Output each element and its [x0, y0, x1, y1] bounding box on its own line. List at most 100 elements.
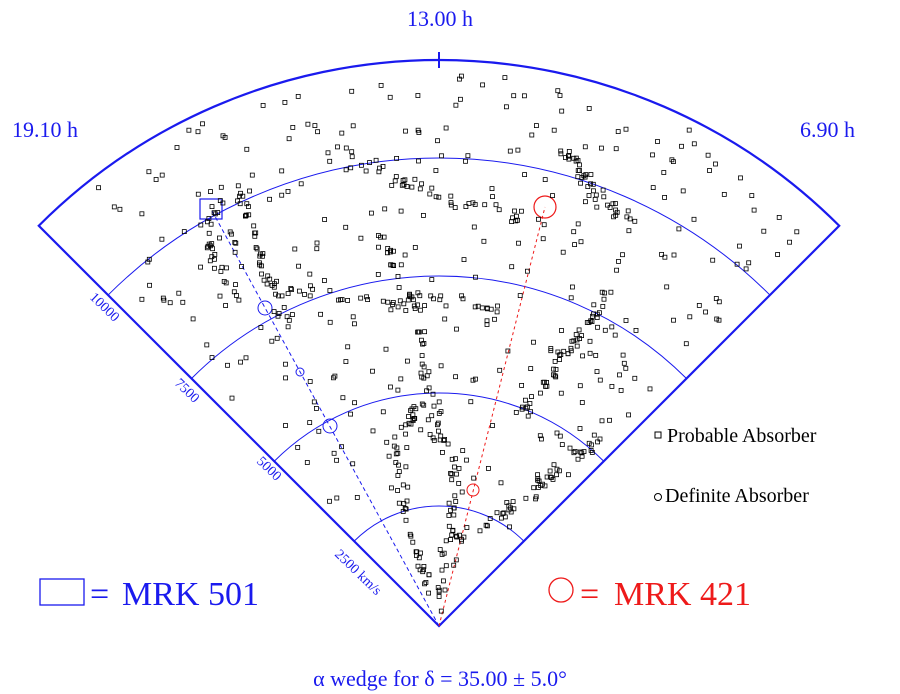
galaxy-point	[473, 274, 478, 280]
galaxy-point	[705, 152, 711, 158]
galaxy-point	[327, 288, 333, 294]
galaxy-point	[295, 94, 301, 99]
galaxy-point	[247, 188, 253, 194]
galaxy-point	[551, 462, 557, 468]
galaxy-point	[325, 150, 331, 156]
definite-absorber-legend-icon	[654, 493, 662, 501]
galaxy-point	[599, 145, 604, 151]
galaxy-point	[436, 594, 442, 599]
galaxy-point	[307, 271, 313, 277]
galaxy-point	[204, 342, 210, 348]
galaxy-point	[433, 194, 439, 200]
galaxy-point	[576, 327, 582, 333]
galaxy-point	[554, 472, 559, 478]
galaxy-point	[615, 129, 621, 135]
galaxy-point	[529, 132, 535, 138]
mrk501-equals: =	[90, 576, 109, 613]
probable-absorber-legend-icon	[654, 431, 662, 439]
galaxy-point	[522, 172, 527, 178]
galaxy-point	[541, 222, 547, 228]
galaxy-point	[426, 572, 432, 578]
galaxy-point	[331, 450, 337, 456]
galaxy-point	[588, 447, 594, 453]
galaxy-point	[403, 422, 409, 428]
galaxy-point	[555, 88, 561, 94]
galaxy-point	[511, 506, 517, 512]
galaxy-point	[416, 130, 422, 135]
galaxy-point	[570, 284, 575, 290]
galaxy-point	[176, 290, 182, 296]
galaxy-point	[443, 303, 449, 309]
galaxy-point	[445, 441, 451, 447]
galaxy-point	[315, 129, 321, 135]
galaxy-point	[448, 193, 454, 199]
galaxy-point	[588, 172, 594, 177]
galaxy-point	[573, 332, 579, 337]
galaxy-point	[511, 93, 517, 99]
galaxy-point	[517, 293, 523, 299]
galaxy-point	[595, 324, 600, 330]
galaxy-point	[415, 93, 421, 98]
galaxy-point	[205, 219, 210, 225]
galaxy-point	[497, 367, 503, 373]
galaxy-point	[408, 533, 414, 539]
galaxy-point	[383, 346, 389, 352]
galaxy-point	[292, 246, 298, 252]
galaxy-point	[307, 420, 313, 426]
galaxy-point	[327, 158, 333, 164]
galaxy-point	[96, 185, 101, 191]
galaxy-point	[208, 189, 213, 195]
galaxy-point	[225, 362, 230, 368]
galaxy-point	[403, 431, 409, 437]
galaxy-point	[252, 233, 258, 239]
galaxy-point	[577, 168, 582, 174]
galaxy-point	[433, 168, 439, 173]
galaxy-point	[488, 306, 494, 312]
galaxy-point	[339, 444, 345, 450]
galaxy-point	[205, 243, 211, 249]
galaxy-point	[737, 243, 742, 249]
galaxy-point	[647, 386, 653, 392]
mrk421-sightline	[438, 206, 546, 627]
galaxy-point	[579, 450, 585, 456]
galaxy-point	[479, 305, 485, 311]
galaxy-point	[217, 235, 222, 241]
galaxy-point	[283, 361, 288, 367]
galaxy-point	[222, 134, 228, 140]
galaxy-point	[716, 299, 722, 305]
galaxy-point	[686, 127, 692, 133]
galaxy-point	[571, 229, 577, 235]
galaxy-point	[401, 501, 407, 507]
galaxy-point	[721, 191, 727, 197]
galaxy-point	[159, 172, 165, 178]
galaxy-point	[186, 127, 192, 133]
galaxy-point	[429, 277, 435, 283]
galaxy-point	[174, 145, 180, 150]
galaxy-point	[358, 235, 364, 241]
galaxy-point	[593, 192, 599, 198]
galaxy-point	[396, 500, 402, 506]
galaxy-point	[554, 430, 560, 436]
galaxy-point	[345, 297, 351, 303]
galaxy-point	[761, 228, 767, 234]
galaxy-point	[111, 204, 117, 210]
galaxy-point	[404, 498, 410, 504]
galaxy-point	[669, 157, 675, 163]
galaxy-point	[554, 466, 560, 472]
galaxy-point	[354, 494, 360, 500]
galaxy-point	[592, 196, 598, 202]
galaxy-point	[368, 210, 374, 216]
galaxy-point	[415, 329, 421, 335]
galaxy-point	[420, 341, 425, 347]
galaxy-point	[391, 263, 397, 269]
galaxy-point	[146, 256, 152, 262]
galaxy-point	[350, 461, 356, 467]
galaxy-point	[393, 460, 399, 465]
velocity-arc	[353, 505, 525, 542]
galaxy-point	[482, 202, 488, 208]
galaxy-point	[590, 181, 596, 187]
galaxy-point	[249, 172, 255, 178]
galaxy-point	[449, 477, 455, 483]
galaxy-point	[412, 244, 418, 250]
galaxy-point	[624, 214, 630, 220]
